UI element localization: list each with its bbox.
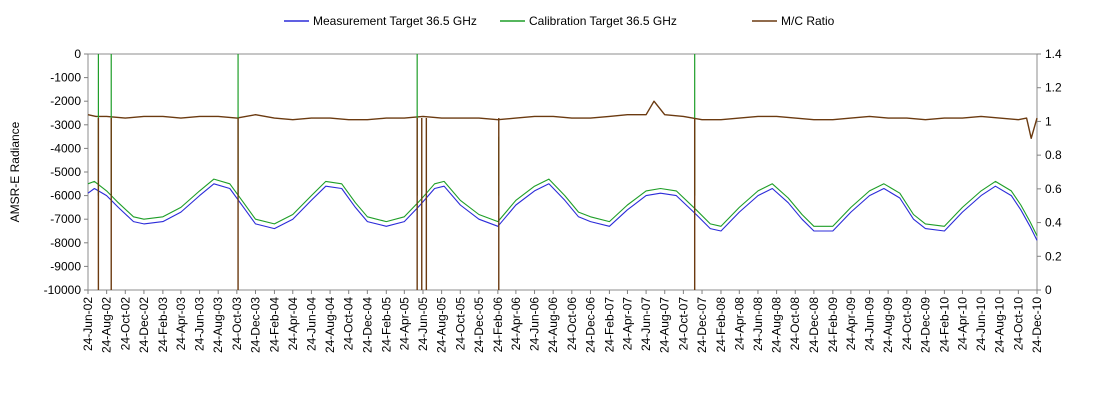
- x-axis-tick-label: 24-Apr-05: [397, 297, 411, 351]
- calibration-target-line: [87, 178, 1038, 236]
- x-axis-tick-label: 24-Dec-09: [918, 297, 932, 353]
- x-axis-tick-label: 24-Apr-10: [955, 297, 969, 351]
- right-axis-tick-label: 0.6: [1045, 182, 1062, 196]
- left-axis-tick-label: -4000: [50, 141, 81, 155]
- right-y-axis: 0 0.2 0.4 0.6 0.8 1 1.2 1.4: [1037, 47, 1062, 297]
- right-axis-tick-label: 0.4: [1045, 216, 1062, 230]
- x-axis-tick-label: 24-Jun-04: [304, 297, 318, 351]
- x-axis-tick-label: 24-Feb-06: [491, 297, 505, 353]
- x-axis-tick-label: 24-Aug-07: [658, 297, 672, 353]
- x-axis-tick-label: 24-Oct-10: [1011, 297, 1025, 351]
- x-axis-tick-label: 24-Jun-07: [639, 297, 653, 351]
- plot-frame: [87, 53, 1038, 291]
- x-axis: 24-Jun-02 24-Aug-02 24-Oct-02 24-Dec-02 24-F…: [81, 290, 1044, 353]
- x-axis-tick-label: 24-Dec-04: [360, 297, 374, 353]
- x-axis-tick-label: 24-Jun-06: [528, 297, 542, 351]
- x-axis-tick-label: 24-Jun-08: [751, 297, 765, 351]
- x-axis-tick-label: 24-Dec-02: [137, 297, 151, 353]
- x-axis-tick-label: 24-Dec-08: [807, 297, 821, 353]
- left-axis-tick-label: -2000: [50, 94, 81, 108]
- measurement-target-line: [87, 183, 1038, 241]
- x-axis-tick-label: 24-Dec-10: [1030, 297, 1044, 353]
- x-axis-tick-label: 24-Aug-05: [435, 297, 449, 353]
- right-axis-tick-label: 0.8: [1045, 148, 1062, 162]
- left-axis-tick-label: -3000: [50, 118, 81, 132]
- left-axis-tick-label: -7000: [50, 212, 81, 226]
- x-axis-tick-label: 24-Jun-10: [974, 297, 988, 351]
- x-axis-tick-label: 24-Feb-09: [826, 297, 840, 353]
- x-axis-tick-label: 24-Jun-05: [416, 297, 430, 351]
- x-axis-tick-label: 24-Jun-02: [81, 297, 95, 351]
- right-axis-tick-label: 1.4: [1045, 47, 1062, 61]
- x-axis-tick-label: 24-Feb-10: [937, 297, 951, 353]
- x-axis-tick-label: 24-Aug-10: [993, 297, 1007, 353]
- x-axis-tick-label: 24-Apr-08: [732, 297, 746, 351]
- right-axis-tick-label: 1.2: [1045, 81, 1062, 95]
- x-axis-tick-label: 24-Jun-09: [863, 297, 877, 351]
- x-axis-tick-label: 24-Apr-03: [174, 297, 188, 351]
- x-axis-tick-label: 24-Apr-06: [509, 297, 523, 351]
- x-axis-tick-label: 24-Apr-09: [844, 297, 858, 351]
- left-axis-tick-label: -10000: [44, 283, 82, 297]
- x-axis-tick-label: 24-Oct-04: [342, 297, 356, 351]
- x-axis-tick-label: 24-Oct-03: [230, 297, 244, 351]
- left-axis-tick-label: 0: [74, 47, 81, 61]
- legend-label-measurement: Measurement Target 36.5 GHz: [313, 14, 477, 28]
- x-axis-tick-label: 24-Aug-09: [881, 297, 895, 353]
- legend: Measurement Target 36.5 GHz Calibration …: [284, 14, 835, 28]
- legend-label-calibration: Calibration Target 36.5 GHz: [529, 14, 677, 28]
- x-axis-tick-label: 24-Feb-05: [379, 297, 393, 353]
- x-axis-tick-label: 24-Aug-08: [770, 297, 784, 353]
- left-y-axis: 0 -1000 -2000 -3000 -4000 -5000 -6000 -7000 -800…: [44, 47, 88, 297]
- x-axis-tick-label: 24-Aug-04: [323, 297, 337, 353]
- x-axis-tick-label: 24-Aug-03: [211, 297, 225, 353]
- mc-ratio-line: [87, 100, 1038, 140]
- x-axis-tick-label: 24-Apr-07: [620, 297, 634, 351]
- x-axis-tick-label: 24-Oct-07: [676, 297, 690, 351]
- legend-label-ratio: M/C Ratio: [781, 14, 835, 28]
- x-axis-tick-label: 24-Aug-06: [546, 297, 560, 353]
- x-axis-tick-label: 24-Aug-02: [100, 297, 114, 353]
- x-axis-tick-label: 24-Dec-03: [248, 297, 262, 353]
- left-axis-tick-label: -1000: [50, 71, 81, 85]
- left-axis-tick-label: -5000: [50, 165, 81, 179]
- y-axis-title: AMSR-E Radiance: [8, 121, 22, 222]
- left-axis-tick-label: -9000: [50, 259, 81, 273]
- x-axis-tick-label: 24-Oct-02: [118, 297, 132, 351]
- x-axis-tick-label: 24-Oct-05: [453, 297, 467, 351]
- plot-area: [87, 53, 1038, 291]
- x-axis-tick-label: 24-Oct-06: [565, 297, 579, 351]
- right-axis-tick-label: 1: [1045, 114, 1052, 128]
- x-axis-tick-label: 24-Oct-09: [900, 297, 914, 351]
- x-axis-tick-label: 24-Dec-06: [583, 297, 597, 353]
- x-axis-tick-label: 24-Feb-04: [267, 297, 281, 353]
- x-axis-tick-label: 24-Feb-08: [714, 297, 728, 353]
- left-axis-tick-label: -6000: [50, 189, 81, 203]
- x-axis-tick-label: 24-Jun-03: [193, 297, 207, 351]
- left-axis-tick-label: -8000: [50, 236, 81, 250]
- x-axis-tick-label: 24-Apr-04: [286, 297, 300, 351]
- right-axis-tick-label: 0.2: [1045, 249, 1062, 263]
- x-axis-tick-label: 24-Oct-08: [788, 297, 802, 351]
- x-axis-tick-label: 24-Feb-07: [602, 297, 616, 353]
- x-axis-tick-label: 24-Feb-03: [156, 297, 170, 353]
- x-axis-tick-label: 24-Dec-05: [472, 297, 486, 353]
- right-axis-tick-label: 0: [1045, 283, 1052, 297]
- x-axis-tick-label: 24-Dec-07: [695, 297, 709, 353]
